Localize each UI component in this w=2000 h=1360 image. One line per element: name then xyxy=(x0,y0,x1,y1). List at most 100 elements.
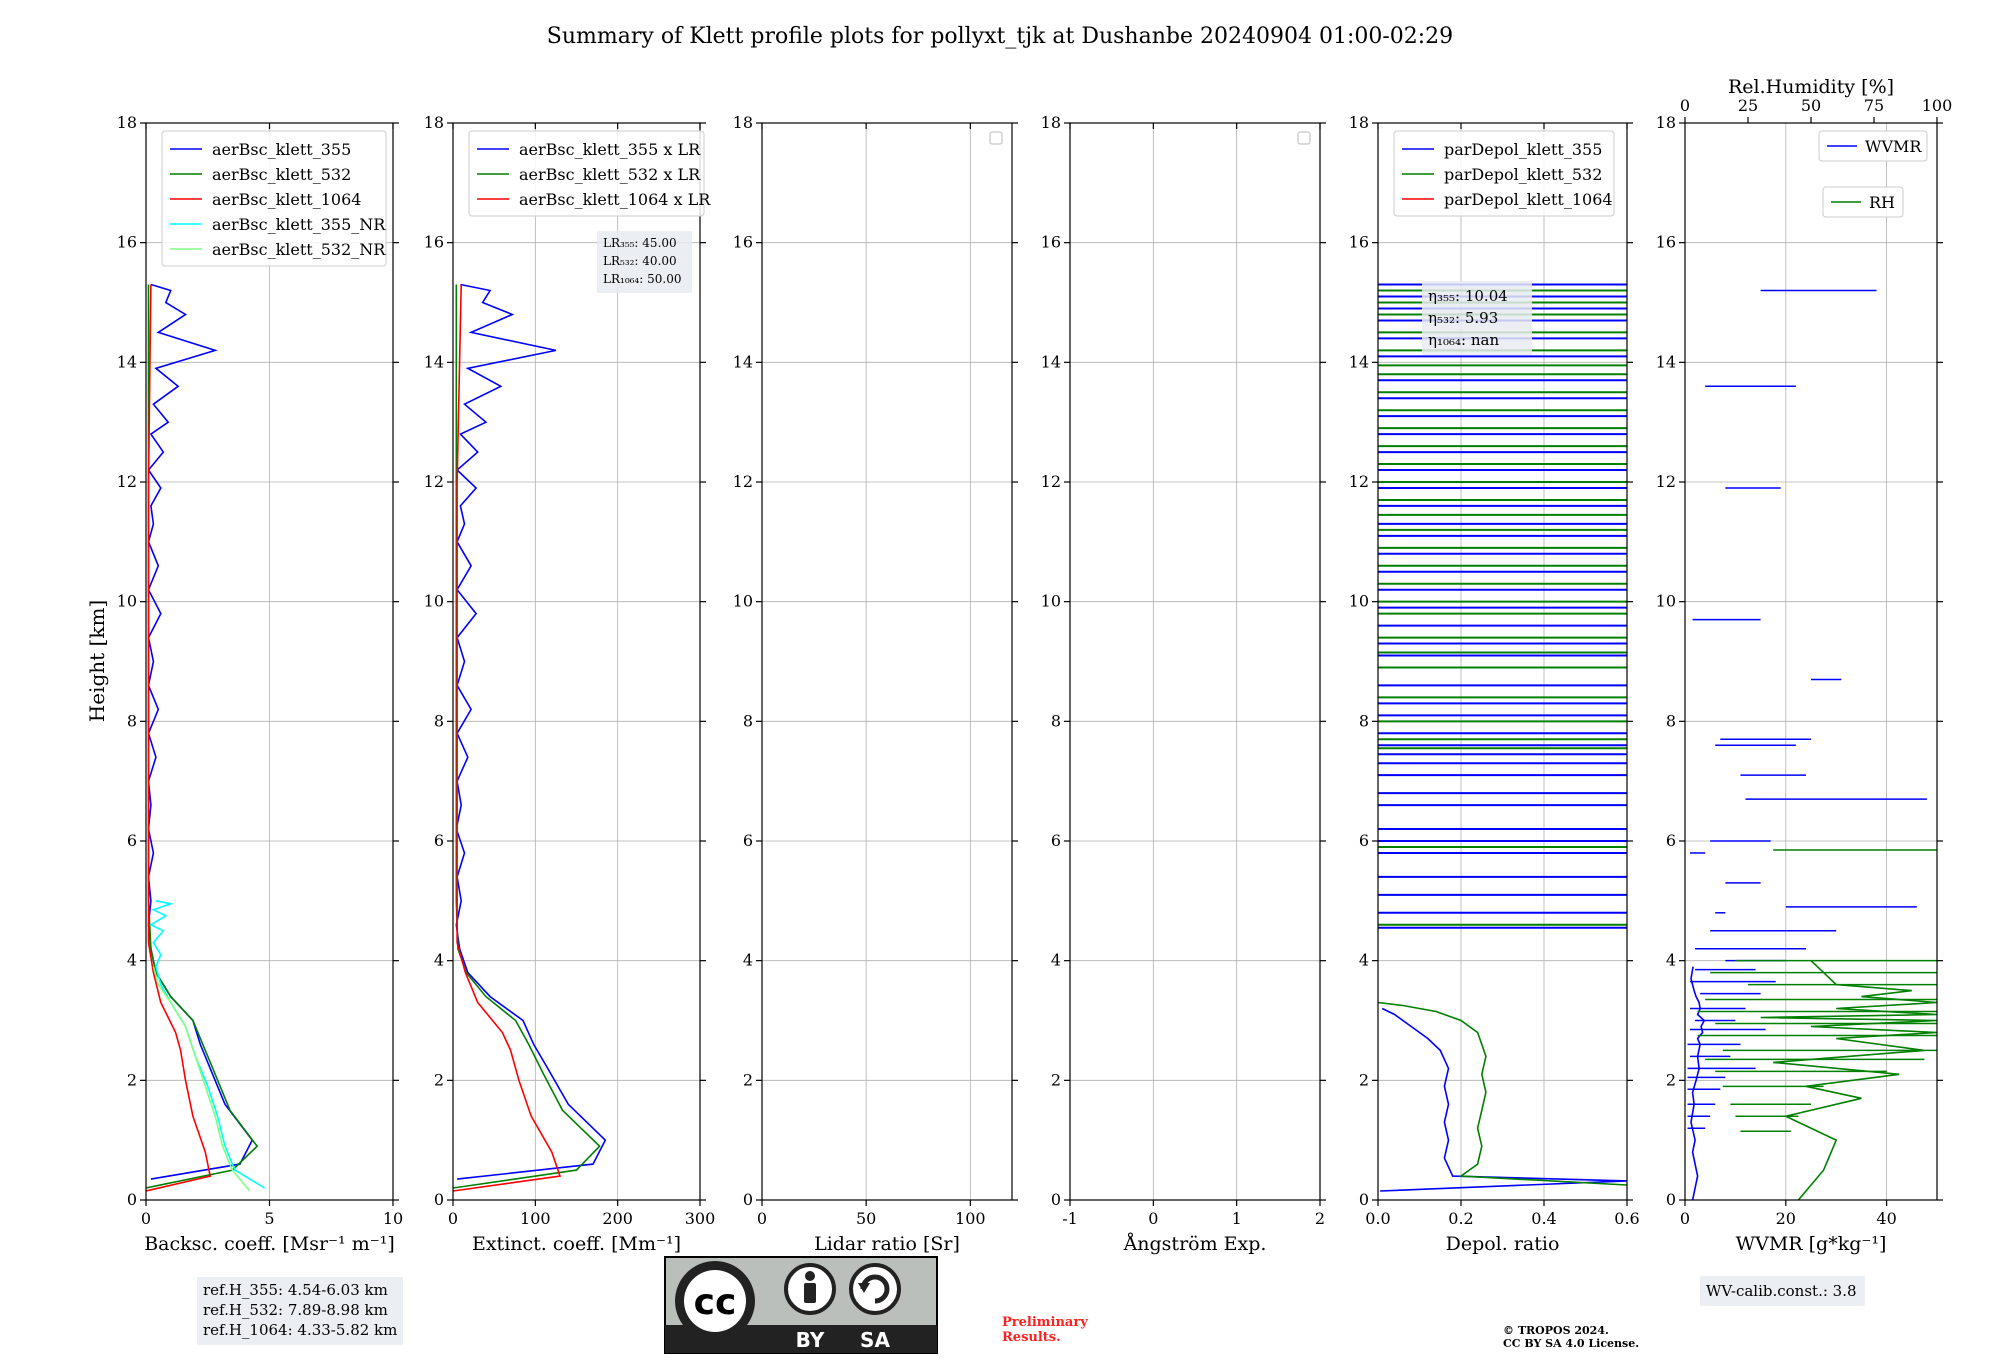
y-tick-label: 18 xyxy=(117,113,137,132)
y-tick-label: 16 xyxy=(1656,233,1676,252)
legend-box xyxy=(161,130,387,267)
series-line-aerBsc_klett_1064 xyxy=(146,284,212,1192)
y-tick-label: 12 xyxy=(1349,472,1369,491)
y-tick-label: 6 xyxy=(1051,831,1061,850)
y-tick-label: 14 xyxy=(1041,352,1061,371)
cc-icon: cc xyxy=(675,1261,755,1341)
annotation-bg xyxy=(197,1277,403,1345)
plot-area xyxy=(146,283,266,1192)
y-tick-label: 14 xyxy=(733,352,753,371)
annotation-line: LR₃₅₅: 45.00 xyxy=(603,236,677,250)
series-line-RH xyxy=(1760,960,1937,1200)
y-tick-label: 2 xyxy=(1666,1070,1676,1089)
y-tick-label: 0 xyxy=(434,1190,444,1209)
annotation-bg xyxy=(1422,281,1532,355)
preliminary-text-line1: Preliminary xyxy=(1002,1315,1088,1330)
legend-label: aerBsc_klett_1064 xyxy=(212,190,361,209)
annotation-bg xyxy=(1700,1276,1865,1306)
x-tick-label: 50 xyxy=(856,1209,876,1228)
annotation-box: LR₃₅₅: 45.00 LR₅₃₂: 40.00 LR₁₀₆₄: 50.00 xyxy=(597,231,692,293)
axes-frame xyxy=(1069,122,1321,1201)
annotation-line: LR₅₃₂: 40.00 xyxy=(603,254,677,268)
y-tick-label: 12 xyxy=(424,472,444,491)
legend-box xyxy=(468,130,705,217)
series-line-WVMR xyxy=(1690,966,1706,1200)
x-tick-label: 0 xyxy=(141,1209,151,1228)
x-tick-label: 20 xyxy=(1776,1209,1796,1228)
y-tick-label: 8 xyxy=(743,711,753,730)
legend-label: aerBsc_klett_532 x LR xyxy=(519,165,701,184)
y-tick-label: 10 xyxy=(1349,592,1369,611)
y-tick-label: 0 xyxy=(1666,1190,1676,1209)
top-x-tick-label: 25 xyxy=(1738,96,1758,115)
x-tick-label: 0.0 xyxy=(1365,1209,1390,1228)
y-tick-label: 6 xyxy=(743,831,753,850)
series-line-aerBsc_klett_1064 x LR xyxy=(453,284,562,1192)
empty-legend-box xyxy=(1297,131,1311,145)
annotation-box: WV-calib.const.: 3.8 xyxy=(1700,1276,1865,1306)
y-tick-label: 4 xyxy=(1051,951,1061,970)
axes-frame xyxy=(761,122,1013,1201)
sa-share-icon xyxy=(849,1263,901,1315)
legend-label: aerBsc_klett_355_NR xyxy=(212,215,386,234)
axes-frame xyxy=(1377,122,1628,1201)
y-tick-label: 8 xyxy=(1359,711,1369,730)
legend-label: WVMR xyxy=(1865,137,1922,156)
x-tick-label: 0.4 xyxy=(1531,1209,1556,1228)
annotation-line: η₅₃₂: 5.93 xyxy=(1428,309,1498,327)
copyright-text-line1: © TROPOS 2024. xyxy=(1503,1324,1609,1337)
x-axis-label: Depol. ratio xyxy=(1446,1233,1560,1255)
series-line-aerBsc_klett_532 x LR xyxy=(453,284,601,1189)
x-axis-label: Ångström Exp. xyxy=(1123,1233,1267,1255)
plot-area xyxy=(1687,289,1937,1200)
y-tick-label: 18 xyxy=(1656,113,1676,132)
x-tick-label: -1 xyxy=(1062,1209,1078,1228)
y-tick-label: 2 xyxy=(434,1070,444,1089)
top-x-tick-label: 0 xyxy=(1680,96,1690,115)
y-tick-label: 2 xyxy=(127,1070,137,1089)
series-line-parDepol_klett_532 xyxy=(1378,1001,1627,1186)
series-line-parDepol_klett_355 xyxy=(1380,1007,1627,1192)
y-tick-label: 10 xyxy=(424,592,444,611)
x-tick-label: 0 xyxy=(448,1209,458,1228)
y-tick-label: 16 xyxy=(117,233,137,252)
x-tick-label: 100 xyxy=(520,1209,551,1228)
panel-bsc: 0 5 10 0 2 4 6 8 10 12 14 16 18 Backsc. coeff. [Msr⁻¹… xyxy=(117,113,403,1345)
y-tick-label: 14 xyxy=(1349,352,1369,371)
annotation-line: η₃₅₅: 10.04 xyxy=(1428,287,1508,305)
panel-depol: 0.0 0.2 0.4 0.6 0 2 4 6 8 10 12 14 16 18 Depol. ratio p… xyxy=(1349,113,1640,1255)
x-tick-label: 0.2 xyxy=(1448,1209,1473,1228)
top-x-tick-label: 100 xyxy=(1922,96,1953,115)
x-axis-label: WVMR [g*kg⁻¹] xyxy=(1736,1233,1887,1255)
panel-ext: 0 100 200 300 0 2 4 6 8 10 12 14 16 18 Extinct. coeff.… xyxy=(424,113,716,1255)
panel-lr: 0 50 100 0 2 4 6 8 10 12 14 16 18 Lidar ratio [Sr] xyxy=(733,113,1018,1255)
y-tick-label: 16 xyxy=(1349,233,1369,252)
legend-label: aerBsc_klett_1064 x LR xyxy=(519,190,711,209)
y-tick-label: 6 xyxy=(434,831,444,850)
top-x-tick-label: 75 xyxy=(1864,96,1884,115)
y-tick-label: 8 xyxy=(1666,711,1676,730)
y-tick-label: 18 xyxy=(1041,113,1061,132)
legend-label: aerBsc_klett_532 xyxy=(212,165,351,184)
plot-area xyxy=(453,283,607,1192)
top-x-tick-label: 50 xyxy=(1801,96,1821,115)
x-tick-label: 0 xyxy=(1148,1209,1158,1228)
legend-box xyxy=(1393,130,1615,217)
x-tick-label: 2 xyxy=(1315,1209,1325,1228)
y-tick-label: 6 xyxy=(127,831,137,850)
annotation-box: η₃₅₅: 10.04 η₅₃₂: 5.93 η₁₀₆₄: nan xyxy=(1422,281,1532,355)
x-tick-label: 0.6 xyxy=(1614,1209,1639,1228)
series-line-aerBsc_klett_355_NR xyxy=(149,900,266,1189)
y-tick-label: 12 xyxy=(1041,472,1061,491)
y-tick-label: 0 xyxy=(1051,1190,1061,1209)
y-tick-label: 12 xyxy=(733,472,753,491)
annotation-line: ref.H_532: 7.89-8.98 km xyxy=(203,1301,388,1319)
series-line-aerBsc_klett_532 xyxy=(146,284,259,1189)
annotation-line: ref.H_355: 4.54-6.03 km xyxy=(203,1281,388,1299)
legend-label: parDepol_klett_1064 xyxy=(1444,190,1613,209)
axes-frame xyxy=(452,122,701,1201)
y-tick-label: 12 xyxy=(117,472,137,491)
axes-frame xyxy=(1684,122,1938,1201)
